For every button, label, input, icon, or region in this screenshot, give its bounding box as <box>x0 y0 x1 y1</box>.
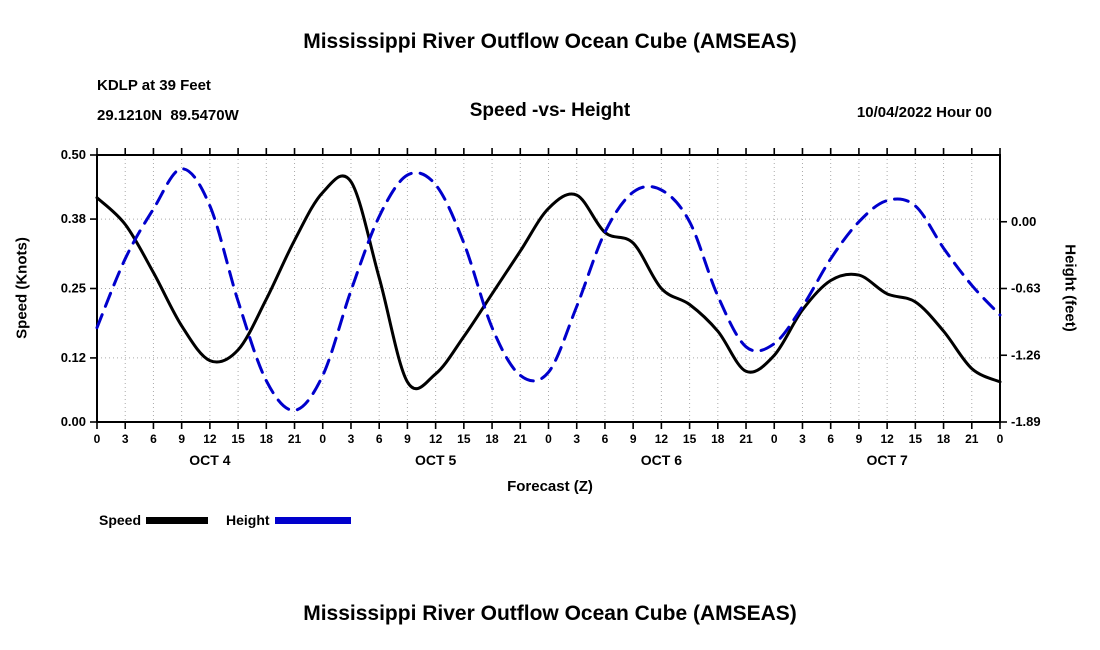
right-tick-label: -1.89 <box>1011 414 1041 429</box>
x-tick-label: 3 <box>799 432 806 446</box>
chart-subtitle: Speed -vs- Height <box>469 100 631 121</box>
x-tick-label: 15 <box>231 432 245 446</box>
legend-height-swatch <box>274 516 351 524</box>
run-datetime: 10/04/2022 Hour 00 <box>856 104 992 121</box>
day-label: OCT 4 <box>189 452 230 468</box>
x-tick-label: 6 <box>376 432 383 446</box>
x-tick-label: 0 <box>997 432 1004 446</box>
x-tick-label: 18 <box>711 432 725 446</box>
right-tick-label: -0.63 <box>1011 281 1041 296</box>
x-tick-label: 18 <box>937 432 951 446</box>
legend-height-label: Height <box>226 512 270 528</box>
x-tick-label: 18 <box>260 432 274 446</box>
x-tick-label: 3 <box>122 432 129 446</box>
x-tick-label: 21 <box>288 432 302 446</box>
grid-lines <box>97 155 1000 422</box>
x-tick-label: 15 <box>909 432 923 446</box>
series-line-speed <box>95 174 1002 391</box>
x-tick-label: 21 <box>739 432 753 446</box>
x-tick-label: 18 <box>485 432 499 446</box>
x-tick-label: 15 <box>457 432 471 446</box>
series-group <box>95 167 1002 412</box>
plot-frame <box>96 154 1001 423</box>
x-tick-label: 9 <box>178 432 185 446</box>
x-tick-label: 0 <box>94 432 101 446</box>
top-title: Mississippi River Outflow Ocean Cube (AM… <box>303 30 797 53</box>
left-tick-label: 0.12 <box>61 350 86 365</box>
x-tick-label: 0 <box>771 432 778 446</box>
x-tick-label: 9 <box>404 432 411 446</box>
day-label: OCT 6 <box>641 452 682 468</box>
x-tick-label: 6 <box>150 432 157 446</box>
right-tick-label: 0.00 <box>1011 214 1036 229</box>
axis-tick-labels: 0 3 6 9 12 15 18 21 0 3 6 9 12 15 18 21 0 3 6 9 12 15 18 21 0 3 6 9… <box>61 147 1041 468</box>
x-tick-label: 0 <box>319 432 326 446</box>
x-tick-label: 12 <box>429 432 443 446</box>
x-tick-label: 21 <box>965 432 979 446</box>
day-label: OCT 7 <box>867 452 908 468</box>
legend-speed-label: Speed <box>99 512 142 528</box>
x-tick-label: 0 <box>545 432 552 446</box>
x-tick-label: 15 <box>683 432 697 446</box>
legend: Speed Height <box>99 511 351 529</box>
x-tick-label: 12 <box>655 432 669 446</box>
x-tick-label: 3 <box>573 432 580 446</box>
x-tick-label: 21 <box>514 432 528 446</box>
station-coordinates: 29.1210N 89.5470W <box>97 107 239 124</box>
day-label: OCT 5 <box>415 452 456 468</box>
x-tick-label: 9 <box>630 432 637 446</box>
x-tick-label: 12 <box>203 432 217 446</box>
x-tick-label: 12 <box>880 432 894 446</box>
legend-speed-swatch <box>146 516 209 524</box>
right-tick-label: -1.26 <box>1011 347 1041 362</box>
station-name: KDLP at 39 Feet <box>97 77 211 94</box>
left-tick-label: 0.50 <box>61 147 86 162</box>
bottom-title: Mississippi River Outflow Ocean Cube (AM… <box>303 602 797 625</box>
x-tick-label: 6 <box>827 432 834 446</box>
x-tick-label: 9 <box>856 432 863 446</box>
left-tick-label: 0.00 <box>61 414 86 429</box>
x-tick-label: 6 <box>602 432 609 446</box>
x-axis-title: Forecast (Z) <box>507 478 593 495</box>
x-tick-label: 3 <box>348 432 355 446</box>
left-tick-label: 0.25 <box>61 281 86 296</box>
left-tick-label: 0.38 <box>61 211 86 226</box>
series-line-height <box>95 167 1002 412</box>
axis-ticks <box>90 148 1007 429</box>
